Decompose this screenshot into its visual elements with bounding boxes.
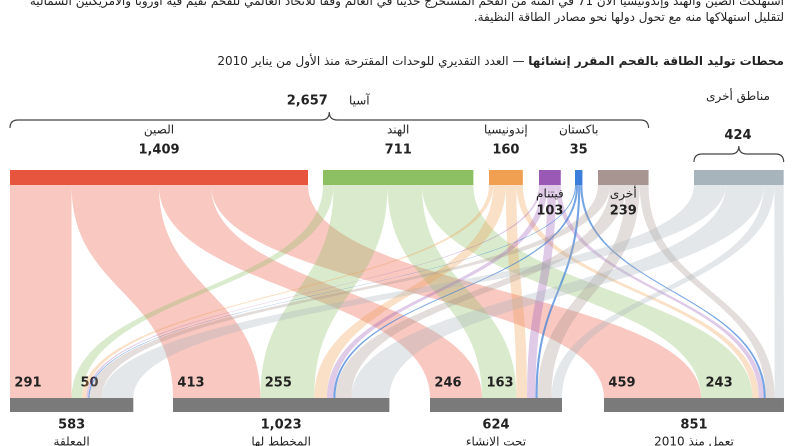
flow-label: 243 xyxy=(706,376,733,391)
source-value: 711 xyxy=(385,143,412,158)
source-value: 1,409 xyxy=(138,143,179,158)
flow xyxy=(333,185,579,398)
flow xyxy=(421,185,753,398)
flow xyxy=(314,185,506,398)
chart-heading: محطات توليد الطاقة بالفحم المقرر إنشائها… xyxy=(217,54,784,68)
source-bar xyxy=(575,170,583,185)
source-bar xyxy=(598,170,649,185)
flow xyxy=(335,185,626,398)
intro-line: استهلكت الصين والهند وإندونيسيا الآن 71 … xyxy=(29,0,784,8)
source-bar xyxy=(694,170,784,185)
flow xyxy=(86,185,542,398)
chart-title: محطات توليد الطاقة بالفحم المقرر إنشائها xyxy=(528,54,784,68)
flow-label: 246 xyxy=(434,376,461,391)
source-value: 239 xyxy=(610,204,637,219)
flow xyxy=(555,185,764,398)
source-bar xyxy=(539,170,561,185)
group-value: 424 xyxy=(724,128,752,143)
source-value: 160 xyxy=(492,143,519,158)
flow xyxy=(639,185,775,398)
flow xyxy=(101,185,726,398)
flow-label: 255 xyxy=(265,376,292,391)
flow xyxy=(158,185,483,398)
source-value: 103 xyxy=(536,204,563,219)
source-label: باكستان xyxy=(559,123,599,137)
target-label: المخطط لها xyxy=(251,435,311,446)
flow xyxy=(326,185,548,398)
flow xyxy=(82,185,494,398)
group-brace xyxy=(9,111,650,129)
intro-line: لتقليل استهلاكها منه مع تحول دولها نحو م… xyxy=(473,10,784,24)
source-label: الهند xyxy=(387,123,409,137)
flow xyxy=(505,185,528,398)
source-bar xyxy=(323,170,474,185)
flow-label: 291 xyxy=(14,376,41,391)
target-value: 851 xyxy=(680,418,707,433)
flow xyxy=(527,185,556,398)
flow xyxy=(551,185,775,398)
flow-label: 163 xyxy=(486,376,513,391)
source-label: إندونيسيا xyxy=(484,123,528,138)
source-label: فيتنام xyxy=(536,187,564,201)
source-value: 35 xyxy=(570,143,588,158)
flow xyxy=(71,185,261,398)
target-value: 1,023 xyxy=(261,418,302,433)
group-value: 2,657 xyxy=(287,94,328,109)
flow xyxy=(89,185,611,398)
target-label: تحت الإنشاء xyxy=(466,435,526,446)
group-label: مناطق أخرى xyxy=(706,89,770,103)
chart-subtitle: — العدد التقديري للوحدات المقترحة منذ ال… xyxy=(217,54,525,68)
group-brace xyxy=(693,145,785,163)
flow xyxy=(351,185,764,398)
group-label: آسيا xyxy=(349,93,370,108)
target-label: تعمل منذ 2010 xyxy=(654,435,734,446)
target-bar xyxy=(604,398,784,412)
flow xyxy=(387,185,517,398)
target-label: المعلقة xyxy=(54,435,90,446)
flow xyxy=(774,185,784,398)
flow xyxy=(88,185,577,398)
target-value: 583 xyxy=(58,418,85,433)
source-bar xyxy=(10,170,308,185)
source-label: الصين xyxy=(144,123,174,138)
flow xyxy=(580,185,766,398)
source-bar xyxy=(489,170,523,185)
target-bar xyxy=(430,398,562,412)
flow xyxy=(535,185,581,398)
flow xyxy=(537,185,640,398)
flow xyxy=(260,185,388,398)
flow xyxy=(10,185,72,398)
source-label: أخرى xyxy=(610,186,637,202)
target-bar xyxy=(10,398,134,412)
target-value: 624 xyxy=(482,418,509,433)
flow-label: 459 xyxy=(608,376,635,391)
flow-label: 413 xyxy=(177,376,204,391)
flow xyxy=(71,185,334,398)
flow xyxy=(516,185,759,398)
target-bar xyxy=(173,398,390,412)
